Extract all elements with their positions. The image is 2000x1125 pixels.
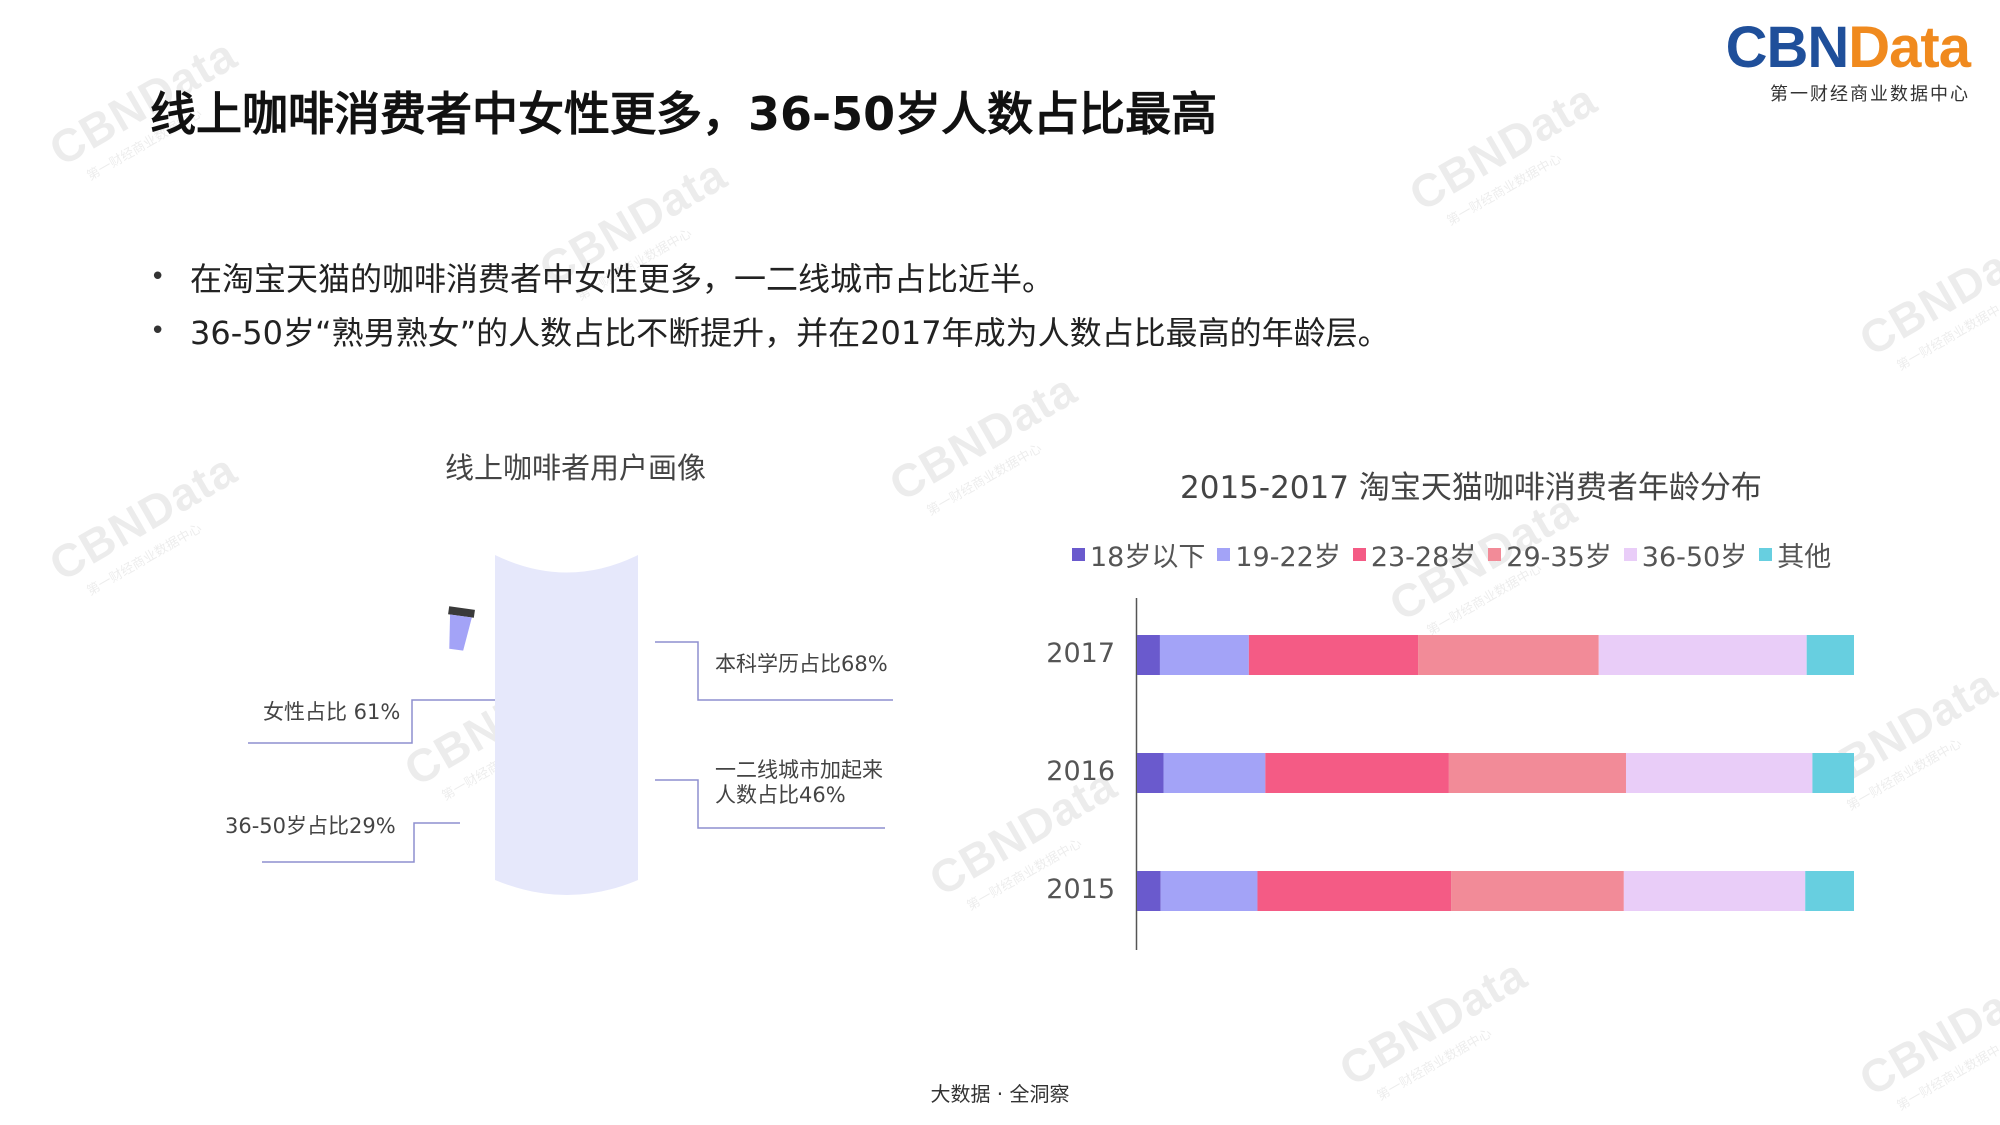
legend-label: 23-28岁 [1370,542,1477,573]
bar-segment [1812,753,1854,793]
chart-legend: 18岁以下 19-22岁 23-28岁 29-35岁 36-50岁 其他 [1072,535,1843,574]
legend-item: 19-22岁 [1217,535,1341,574]
bars-group [1137,635,1854,911]
bachelor-ratio-label: 本科学历占比68% [715,652,888,676]
bullet-item: • 在淘宝天猫的咖啡消费者中女性更多，一二线城市占比近半。 [150,250,1390,304]
legend-swatch [1352,548,1366,561]
legend-label: 29-35岁 [1506,542,1612,573]
bar-segment [1418,635,1599,675]
bullet-list: • 在淘宝天猫的咖啡消费者中女性更多，一二线城市占比近半。 • 36-50岁“熟男熟… [150,250,1390,358]
legend-label: 36-50岁 [1641,542,1748,573]
bar-segment [1623,871,1806,911]
bar-segment [1806,635,1854,675]
coffee-cup-icon [448,606,475,651]
portrait-cylinder [495,555,638,895]
city-ratio-line1: 一二线城市加起来 [715,758,883,782]
bar-segment [1448,753,1626,793]
y-tick-label: 2017 [1046,638,1115,669]
bar-segment [1160,871,1258,911]
bullet-item: • 36-50岁“熟男熟女”的人数占比不断提升，并在2017年成为人数占比最高的年… [150,304,1390,358]
cbndata-logo: CBNData 第一财经商业数据中心 [1725,15,1971,106]
portrait-title: 线上咖啡者用户画像 [445,451,707,485]
y-tick-label: 2016 [1046,756,1115,787]
connector-line [248,699,495,744]
footer-tagline: 大数据 · 全洞察 [930,1082,1070,1106]
legend-swatch [1623,548,1637,561]
bar-segment [1137,753,1164,793]
chart-title: 2015-2017 淘宝天猫咖啡消费者年龄分布 [1180,470,1762,506]
y-tick-label: 2015 [1046,874,1115,905]
legend-label: 其他 [1777,542,1832,573]
legend-item: 其他 [1759,535,1831,574]
bar-segment [1625,753,1813,793]
connector-line [262,822,460,863]
legend-label: 19-22岁 [1235,542,1341,573]
legend-item: 23-28岁 [1352,535,1477,574]
legend-item: 36-50岁 [1623,535,1748,574]
bullet-text: 在淘宝天猫的咖啡消费者中女性更多，一二线城市占比近半。 [190,260,1055,298]
bar-segment [1137,635,1160,675]
logo-brand-data: Data [1848,15,1971,80]
age-ratio-label: 36-50岁占比29% [225,814,396,838]
connector-line [655,641,893,701]
female-ratio-label: 女性占比 61% [263,700,401,724]
legend-swatch [1072,548,1085,561]
bar-segment [1257,871,1452,911]
bar-segment [1805,871,1854,911]
legend-label: 18岁以下 [1090,542,1206,573]
bar-segment [1137,871,1161,911]
legend-swatch [1759,548,1773,561]
legend-swatch [1217,548,1231,561]
logo-brand-cbn: CBN [1725,15,1850,80]
city-ratio-line2: 人数占比46% [715,783,846,807]
page-title: 线上咖啡消费者中女性更多，36-50岁人数占比最高 [150,87,1218,141]
bullet-text: 36-50岁“熟男熟女”的人数占比不断提升，并在2017年成为人数占比最高的年龄… [190,314,1390,352]
bar-segment [1451,871,1624,911]
bar-segment [1265,753,1449,793]
bar-segment [1598,635,1807,675]
connector-line [655,779,885,829]
bar-segment [1248,635,1419,675]
logo-subtitle: 第一财经商业数据中心 [1770,84,1970,105]
bar-segment [1159,635,1249,675]
legend-item: 18岁以下 [1072,535,1205,574]
legend-item: 29-35岁 [1488,535,1612,574]
city-ratio-label: 一二线城市加起来 人数占比46% [715,758,883,808]
legend-swatch [1488,548,1502,561]
bar-segment [1163,753,1266,793]
